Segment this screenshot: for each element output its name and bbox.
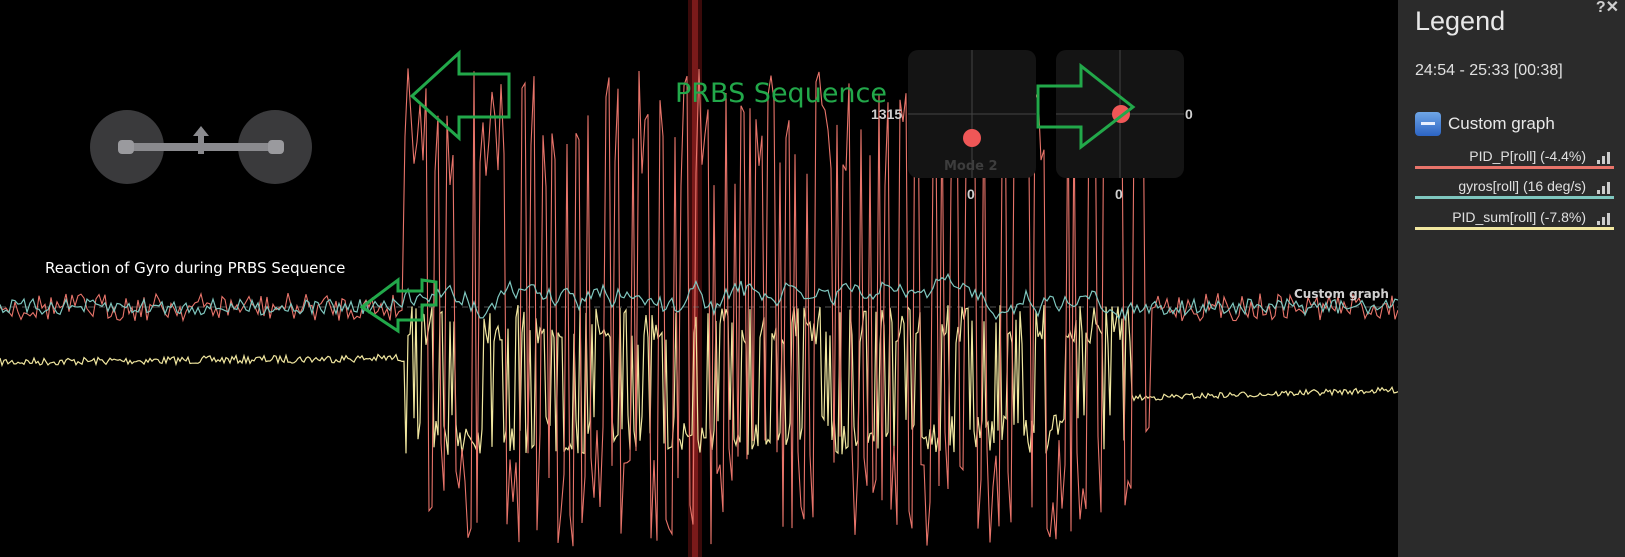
legend-controls: ?✕ [1596,0,1619,17]
right-stick-roll-value: 0 [1185,106,1193,122]
analyser-icon[interactable] [1597,181,1610,194]
right-stick-pitch-value: 0 [1115,186,1123,202]
left-stick-throttle-value: 1315 [871,106,903,122]
graph-svg [0,0,1398,557]
craft-icon [90,108,312,186]
legend-item-label: PID_sum[roll] (-7.8%) [1452,209,1586,225]
left-stick-box: Mode 2 [908,50,1036,178]
close-icon[interactable]: ✕ [1605,0,1619,16]
stick-mode-label: Mode 2 [944,159,998,174]
gyro-reaction-label: Reaction of Gyro during PRBS Sequence [45,259,346,277]
legend-group-label: Custom graph [1448,114,1555,133]
help-icon[interactable]: ? [1595,0,1606,16]
gyro-trace [0,272,1398,322]
legend-item-label: gyros[roll] (16 deg/s) [1458,178,1586,194]
right-stick-position [1112,105,1130,123]
legend-item-gyros[interactable]: gyros[roll] (16 deg/s) [1415,177,1614,199]
analyser-icon[interactable] [1597,151,1610,164]
pid-sum-trace [0,305,1398,455]
left-stick-yaw-value: 0 [967,186,975,202]
legend-title: Legend [1415,6,1506,36]
prbs-sequence-label: PRBS Sequence [675,78,887,109]
legend-panel: ?✕ Legend 24:54 - 25:33 [00:38] Custom g… [1398,0,1625,557]
left-stick-position [963,129,981,147]
graph-traces [0,68,1398,547]
legend-item-color-line [1415,227,1614,230]
legend-time-range: 24:54 - 25:33 [00:38] [1415,62,1563,79]
legend-item-pid-sum[interactable]: PID_sum[roll] (-7.8%) [1415,208,1614,230]
collapse-toggle-icon[interactable] [1415,112,1441,136]
right-stick-box [1056,50,1184,178]
legend-group-custom-graph[interactable]: Custom graph [1415,112,1555,136]
legend-item-label: PID_P[roll] (-4.4%) [1469,148,1586,164]
legend-item-pid-p[interactable]: PID_P[roll] (-4.4%) [1415,147,1614,169]
legend-item-color-line [1415,166,1614,169]
analyser-icon[interactable] [1597,212,1610,225]
legend-item-color-line [1415,196,1614,199]
graph-name-label: Custom graph [1294,287,1389,301]
graph-canvas[interactable]: Mode 2 1315 0 0 0 PRBS Sequence Reaction… [0,0,1398,557]
